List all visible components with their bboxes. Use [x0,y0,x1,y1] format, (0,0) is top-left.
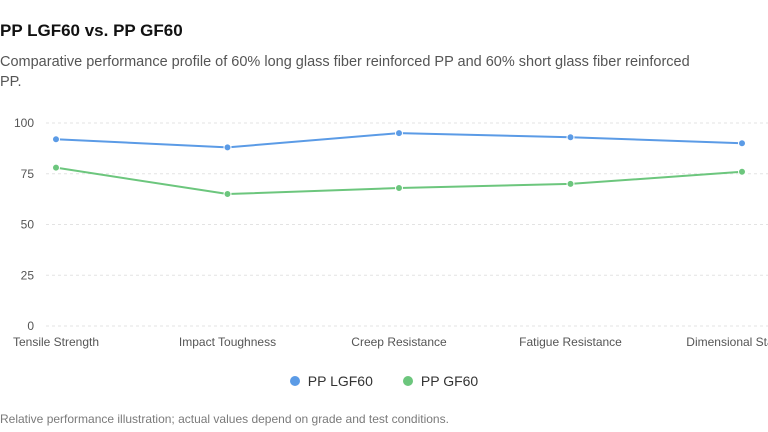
legend-item-2[interactable]: PP GF60 [402,373,479,389]
data-point[interactable] [566,133,575,142]
chart-footnote: Relative performance illustration; actua… [0,412,449,426]
legend-label: PP GF60 [420,373,479,389]
y-tick-label: 25 [21,268,35,282]
data-point[interactable] [566,179,575,188]
data-point[interactable] [223,190,232,199]
data-point[interactable] [52,163,60,172]
x-tick-label: Tensile Strength [13,335,99,349]
chart-title: PP LGF60 vs. PP GF60 [0,21,183,40]
legend-label: PP LGF60 [307,373,373,389]
x-tick-label: Impact Toughness [179,335,276,349]
grid-lines [46,122,768,327]
x-tick-label: Fatigue Resistance [519,335,622,349]
data-point[interactable] [52,135,60,144]
y-tick-label: 0 [27,319,34,333]
data-point[interactable] [738,167,746,176]
data-point[interactable] [395,129,403,138]
y-axis-ticks: 0 25 50 75 100 [14,116,34,333]
legend-item-1[interactable]: PP LGF60 [289,373,373,389]
chart-legend: PP LGF60 PP GF60 [0,373,768,389]
y-tick-label: 50 [21,218,35,232]
line-chart: 0 25 50 75 100 Tensile Strength Impact Toughn… [13,116,768,349]
data-point[interactable] [395,183,403,192]
legend-dot-icon [289,376,300,386]
legend-dot-icon [402,376,413,386]
series-points [52,129,746,199]
data-point[interactable] [223,143,232,152]
x-tick-label: Creep Resistance [351,335,447,349]
chart-subtitle: Comparative performance profile of 60% l… [0,54,690,90]
y-tick-label: 100 [14,116,34,130]
data-point[interactable] [738,139,746,148]
x-axis-ticks: Tensile Strength Impact Toughness Creep Re… [13,335,768,349]
x-tick-label: Dimensional Stability [686,335,768,349]
y-tick-label: 75 [21,167,35,181]
